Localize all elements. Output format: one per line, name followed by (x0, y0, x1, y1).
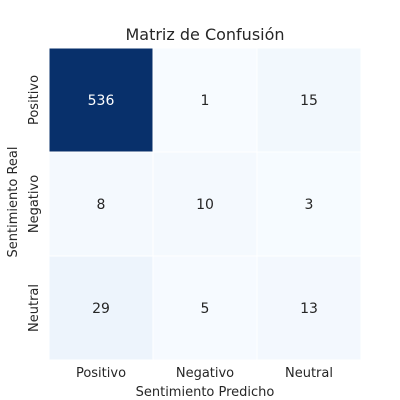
x-tick-label-2: Neutral (285, 366, 333, 381)
y-tick-label-0: Positivo (27, 75, 42, 125)
cell-value-label-1-1: 10 (196, 197, 214, 213)
cell-value-label-0-0: 536 (88, 93, 115, 109)
cell-value-label-1-2: 3 (305, 197, 314, 213)
heatmap-cell-2-1 (152, 255, 258, 361)
x-axis-label: Sentimiento Predicho (136, 385, 275, 400)
heatmap-cell-labels: 536 1 15 8 10 3 29 5 13 (88, 93, 318, 317)
heatmap-cell-1-0 (48, 151, 154, 257)
cell-value-label-2-2: 13 (300, 301, 318, 317)
y-tick-label-1: Negativo (27, 175, 42, 233)
y-tick-label-2: Neutral (27, 284, 42, 332)
heatmap-cell-0-2 (256, 47, 362, 153)
heatmap-cell-2-0 (48, 255, 154, 361)
chart-title: Matriz de Confusión (125, 25, 284, 44)
cell-value-label-0-2: 15 (300, 93, 318, 109)
heatmap-cell-2-2 (256, 255, 362, 361)
cell-value-label-1-0: 8 (97, 197, 106, 213)
heatmap-cell-0-1 (152, 47, 258, 153)
heatmap-cell-0-0 (48, 47, 154, 153)
heatmap-cells (48, 47, 362, 361)
x-tick-label-1: Negativo (176, 366, 234, 381)
y-axis-tick-labels: Positivo Negativo Neutral (27, 75, 42, 332)
cell-value-label-2-1: 5 (201, 301, 210, 317)
x-axis-tick-labels: Positivo Negativo Neutral (76, 366, 333, 381)
cell-value-label-2-0: 29 (92, 301, 110, 317)
x-tick-label-0: Positivo (76, 366, 126, 381)
y-axis-label: Sentimiento Real (6, 147, 21, 258)
cell-value-label-0-1: 1 (201, 93, 210, 109)
